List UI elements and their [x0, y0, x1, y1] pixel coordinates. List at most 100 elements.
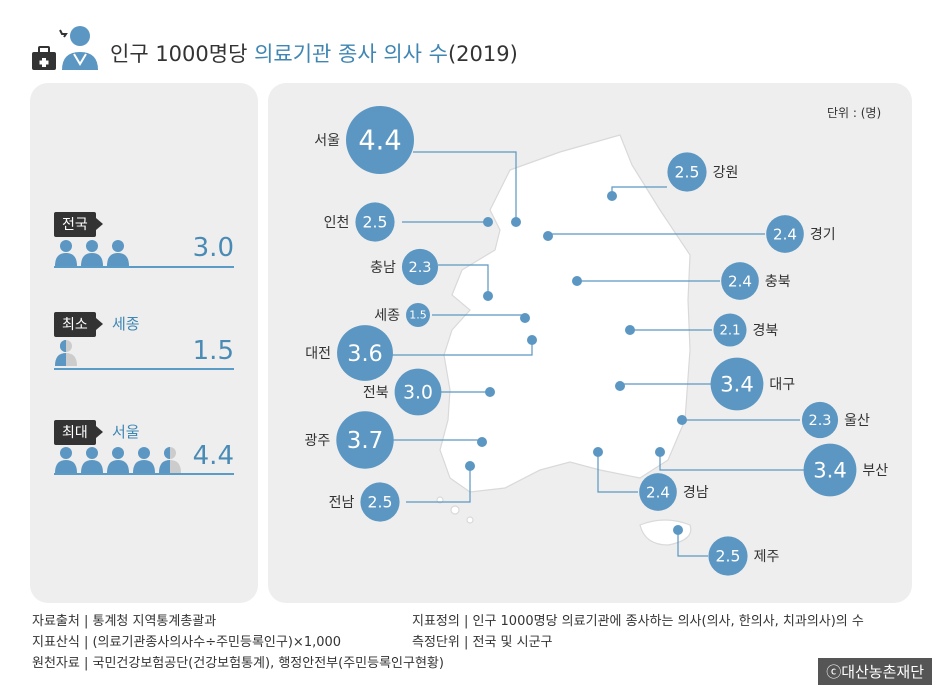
region-강원-name-label: 강원: [713, 165, 739, 181]
region-서울-anchor-dot: [511, 217, 521, 227]
region-경남-name-label: 경남: [683, 485, 709, 501]
national-tag: 전국: [54, 212, 103, 237]
footer-scope: 측정단위 | 전국 및 시군구: [412, 635, 553, 650]
doctor-kit-icon: [30, 22, 100, 74]
region-인천-bubble: [355, 202, 395, 242]
region-서울-bubble: [346, 106, 414, 174]
region-광주-value-label: 3.7: [347, 428, 383, 454]
map-bubbles: 4.4 서울 2.5 인천 2.5 강원 2.4 경기 2.3 충남 2.4 충북 1.5 세종 2.1 경북…: [305, 106, 888, 576]
national-underline: [54, 266, 234, 268]
region-울산-bubble: [801, 401, 839, 439]
region-대전-name-label: 대전: [305, 346, 331, 362]
region-울산-name-label: 울산: [844, 413, 870, 429]
region-세종-value-label: 1.5: [409, 308, 427, 321]
region-전남-value-label: 2.5: [368, 492, 393, 511]
footer-source: 자료출처 | 통계청 지역통계총괄과: [32, 614, 217, 629]
region-인천-name-label: 인천: [324, 215, 350, 231]
region-경북-value-label: 2.1: [719, 324, 740, 339]
region-대구-bubble: [710, 357, 764, 411]
national-people-icons: [54, 238, 134, 272]
region-충남-value-label: 2.3: [409, 260, 432, 276]
region-경북-name-label: 경북: [753, 323, 779, 339]
national-value: 3.0: [192, 233, 234, 263]
region-인천-value-label: 2.5: [363, 212, 388, 231]
region-경남-anchor-dot: [593, 447, 603, 457]
region-부산-name-label: 부산: [862, 463, 888, 479]
max-value: 4.4: [192, 441, 234, 471]
min-people-icon: [54, 338, 84, 372]
copyright-badge: ⓒ대산농촌재단: [818, 658, 932, 685]
region-전남-bubble: [360, 482, 400, 522]
unit-label: 단위 : (명): [827, 106, 882, 120]
region-울산-value-label: 2.3: [809, 413, 832, 429]
footer-formula: 지표산식 | (의료기관종사의사수÷주민등록인구)×1,000: [32, 635, 342, 650]
region-서울-value-label: 4.4: [358, 126, 401, 157]
region-전남-anchor-dot: [465, 461, 475, 471]
region-대전-value-label: 3.6: [347, 341, 383, 367]
region-전북-value-label: 3.0: [403, 383, 433, 404]
max-tag: 최대: [54, 420, 103, 445]
region-세종-bubble: [406, 303, 430, 327]
region-울산-anchor-dot: [677, 415, 687, 425]
region-충북-value-label: 2.4: [728, 272, 752, 290]
min-tag: 최소: [54, 312, 103, 337]
region-충남-leader-line: [438, 264, 489, 296]
region-충북-anchor-dot: [572, 276, 582, 286]
region-광주-bubble: [336, 411, 394, 469]
region-경기-anchor-dot: [543, 231, 553, 241]
region-전북-bubble: [394, 368, 442, 416]
max-underline: [54, 473, 234, 475]
region-제주-value-label: 2.5: [716, 546, 741, 565]
region-제주-bubble: [708, 536, 748, 576]
region-강원-value-label: 2.5: [675, 162, 700, 181]
region-부산-anchor-dot: [655, 447, 665, 457]
region-대전-anchor-dot: [527, 335, 537, 345]
region-광주-anchor-dot: [477, 437, 487, 447]
min-underline: [54, 368, 234, 370]
region-대구-name-label: 대구: [769, 377, 795, 393]
region-경기-value-label: 2.4: [773, 225, 797, 243]
region-제주-anchor-dot: [673, 525, 683, 535]
region-경북-bubble: [713, 313, 747, 347]
region-광주-name-label: 광주: [305, 433, 331, 449]
region-충남-name-label: 충남: [370, 260, 396, 276]
region-인천-anchor-dot: [483, 217, 493, 227]
region-경남-leader-line: [597, 452, 638, 493]
korea-map-outline: [436, 134, 692, 546]
region-서울-leader-line: [413, 151, 517, 222]
region-강원-bubble: [667, 152, 707, 192]
region-경기-bubble: [766, 215, 804, 253]
region-강원-anchor-dot: [607, 191, 617, 201]
region-부산-leader-line: [659, 452, 808, 471]
region-부산-value-label: 3.4: [813, 457, 847, 482]
region-전북-name-label: 전북: [363, 385, 389, 401]
region-제주-leader-line: [677, 530, 708, 557]
region-경남-value-label: 2.4: [646, 483, 670, 501]
max-region: 서울: [112, 423, 140, 441]
min-region: 세종: [112, 315, 140, 333]
region-전북-anchor-dot: [485, 387, 495, 397]
region-세종-anchor-dot: [520, 313, 530, 323]
region-경기-name-label: 경기: [810, 227, 836, 243]
region-부산-bubble: [803, 443, 857, 497]
region-경남-bubble: [639, 473, 677, 511]
max-people-icons: [54, 445, 189, 479]
page-title: 인구 1000명당 의료기관 종사 의사 수(2019): [110, 42, 518, 66]
region-전남-name-label: 전남: [329, 495, 355, 511]
region-제주-name-label: 제주: [754, 549, 780, 565]
region-경북-anchor-dot: [625, 325, 635, 335]
region-충남-anchor-dot: [483, 291, 493, 301]
region-충북-name-label: 충북: [765, 274, 791, 290]
region-대구-anchor-dot: [615, 381, 625, 391]
region-서울-name-label: 서울: [314, 133, 340, 149]
region-세종-name-label: 세종: [374, 308, 400, 324]
region-충남-bubble: [401, 248, 439, 286]
footer-definition: 지표정의 | 인구 1000명당 의료기관에 종사하는 의사(의사, 한의사, …: [412, 614, 864, 629]
region-충북-bubble: [721, 262, 759, 300]
region-대전-bubble: [337, 325, 393, 381]
footer-origin: 원천자료 | 국민건강보험공단(건강보험통계), 행정안전부(주민등록인구현황): [32, 656, 444, 671]
region-전남-leader-line: [406, 466, 471, 503]
min-value: 1.5: [192, 336, 234, 366]
region-대구-value-label: 3.4: [720, 371, 754, 396]
